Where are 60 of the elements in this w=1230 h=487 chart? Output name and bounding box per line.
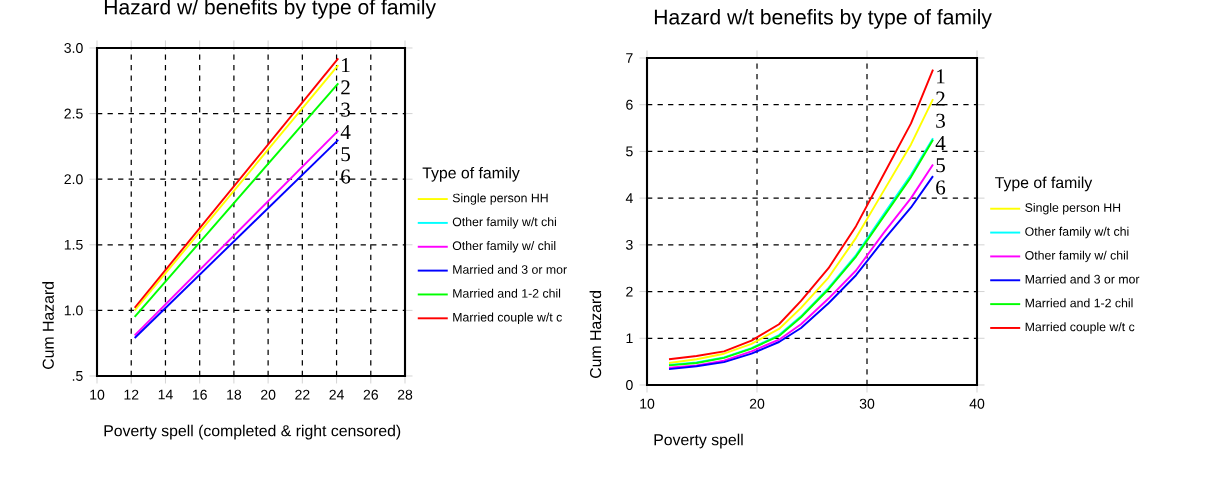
x-tick-label: 26 — [363, 389, 378, 400]
annotation: 4 — [935, 136, 946, 150]
legend-label: Single person HH — [1025, 202, 1121, 215]
legend-title: Type of family — [995, 176, 1093, 192]
y-tick-label: 1.5 — [64, 239, 83, 250]
annotation: 4 — [340, 125, 351, 139]
legend-label: Married and 3 or mor — [453, 264, 567, 274]
y-axis-title: Cum Hazard — [589, 291, 602, 378]
x-tick-label: 16 — [192, 389, 207, 400]
x-tick-label: 18 — [227, 389, 242, 400]
legend-label: Married and 1-2 chil — [1025, 298, 1133, 308]
x-tick-label: 10 — [90, 389, 105, 400]
x-axis-title: Poverty spell — [654, 433, 743, 449]
y-tick-label: 6 — [626, 99, 633, 110]
legend-title: Type of family — [422, 166, 520, 182]
chart-title: Hazard w/ benefits by type of family — [104, 0, 436, 19]
legend-label: Married couple w/t c — [453, 312, 562, 325]
y-tick-label: 5 — [626, 146, 633, 157]
x-tick-label: 30 — [859, 398, 875, 409]
y-tick-label: 2.5 — [64, 108, 83, 119]
y-axis-title: Cum Hazard — [42, 282, 54, 369]
annotation: 2 — [341, 80, 350, 95]
annotation: 3 — [341, 102, 351, 117]
y-tick-label: 2.0 — [64, 174, 83, 185]
annotation: 1 — [342, 58, 350, 72]
annotation: 5 — [936, 158, 945, 173]
y-tick-label: 1.0 — [64, 305, 83, 316]
x-tick-label: 20 — [261, 389, 276, 400]
legend-label: Married and 3 or mor — [1025, 274, 1140, 284]
y-tick-label: 1 — [626, 333, 633, 344]
chart-title: Hazard w/t benefits by type of family — [654, 9, 992, 29]
x-tick-label: 24 — [329, 389, 344, 400]
legend-label: Other family w/ chil — [452, 241, 556, 253]
annotation: 5 — [341, 147, 351, 162]
legend-label: Single person HH — [452, 193, 548, 205]
x-tick-label: 22 — [295, 389, 310, 400]
x-axis-title: Poverty spell (completed & right censored) — [104, 424, 401, 440]
y-tick-label: 7 — [626, 53, 633, 63]
x-tick-label: 14 — [158, 389, 173, 400]
legend-label: Other family w/ chil — [1025, 250, 1128, 263]
x-tick-label: 20 — [749, 398, 765, 409]
y-tick-label: .5 — [72, 371, 83, 381]
y-tick-label: 2 — [626, 286, 633, 297]
y-tick-label: 0 — [626, 380, 633, 390]
annotation: 2 — [936, 91, 945, 106]
legend-label: Other family w/t chi — [1025, 226, 1129, 239]
annotation: 3 — [936, 113, 945, 128]
legend-label: Other family w/t chi — [452, 217, 556, 229]
y-tick-label: 3 — [626, 239, 633, 250]
x-tick-label: 28 — [397, 389, 413, 400]
x-tick-label: 12 — [124, 389, 139, 400]
legend-label: Married and 1-2 chil — [453, 288, 561, 298]
x-tick-label: 10 — [640, 398, 655, 409]
y-tick-label: 4 — [625, 193, 633, 203]
annotation: 6 — [341, 169, 351, 184]
annotation: 6 — [936, 180, 946, 195]
y-tick-label: 3.0 — [64, 43, 83, 53]
annotation: 1 — [937, 69, 945, 84]
legend-label: Married couple w/t c — [1025, 322, 1135, 334]
x-tick-label: 40 — [969, 398, 985, 409]
